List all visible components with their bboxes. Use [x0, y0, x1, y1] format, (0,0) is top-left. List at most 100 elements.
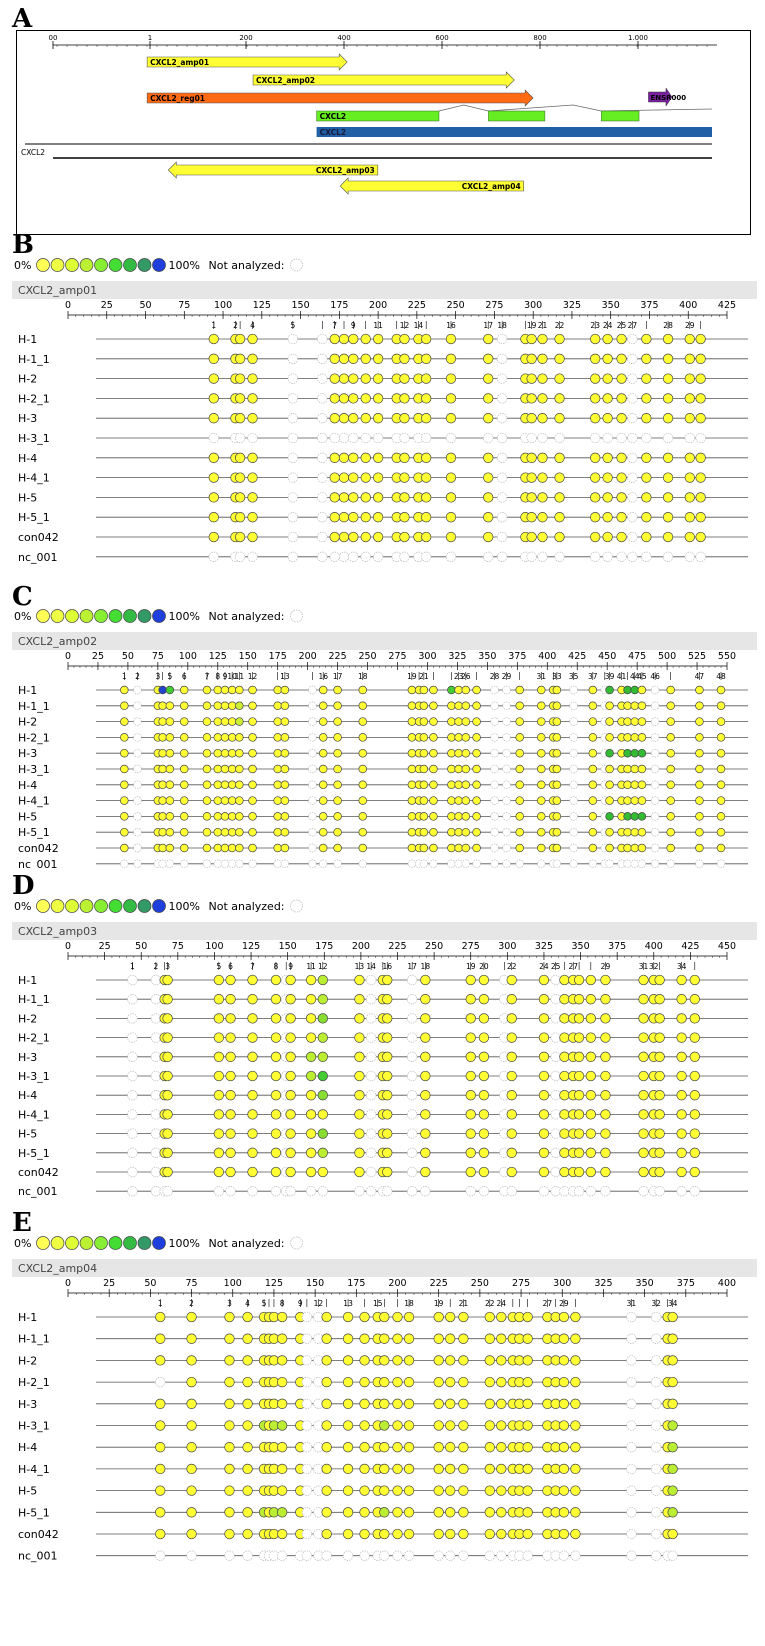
cpg-circle	[407, 685, 417, 695]
cpg-circle	[461, 843, 471, 853]
cpg-site-label: 29	[685, 321, 695, 330]
sample-row-label: H-1	[18, 684, 37, 697]
cpg-circle	[550, 974, 561, 986]
cpg-site-label: 10	[227, 672, 237, 681]
cpg-site-label: 27	[568, 962, 578, 971]
cpg-circle	[716, 780, 726, 790]
cpg-circle	[483, 413, 494, 424]
cpg-circle	[342, 1376, 354, 1388]
cpg-circle	[585, 1070, 596, 1082]
cpg-site-label: 12	[314, 1299, 324, 1308]
cpg-site-label: 33	[552, 672, 562, 681]
cpg-circle	[285, 1128, 296, 1139]
cpg-circle	[472, 717, 481, 726]
cpg-circle	[616, 492, 627, 503]
cpg-circle	[308, 748, 317, 758]
cpg-circle	[515, 717, 524, 726]
scale-tick-label: 350	[571, 941, 589, 952]
cpg-circle	[461, 717, 471, 726]
exon-label: CXCL2	[320, 112, 347, 121]
cpg-site-label: 12	[400, 321, 410, 330]
cpg-circle	[329, 551, 340, 562]
cpg-circle	[354, 1013, 365, 1024]
cpg-circle	[554, 413, 565, 424]
cpg-circle	[365, 1186, 377, 1197]
cpg-circle	[483, 452, 494, 463]
cpg-circle	[458, 1311, 469, 1323]
cpg-circle	[202, 812, 212, 821]
cpg-circle	[392, 1442, 403, 1453]
cpg-site-label: 28	[490, 672, 500, 681]
legend-swatch	[152, 609, 166, 623]
cpg-circle	[287, 413, 298, 424]
cpg-circle	[684, 531, 695, 543]
cpg-circle	[600, 1128, 611, 1139]
cpg-circle	[490, 827, 499, 837]
cpg-circle	[433, 1528, 444, 1540]
sample-row-label: H-1	[18, 1311, 37, 1324]
cpg-circle	[496, 1528, 507, 1540]
cpg-circle	[158, 748, 167, 758]
sample-row-label: H-4_1	[18, 472, 50, 485]
cpg-circle	[651, 1311, 662, 1323]
cpg-circle	[213, 974, 224, 986]
cpg-circle	[616, 512, 627, 523]
cpg-circle	[573, 1109, 585, 1120]
cpg-circle	[392, 1311, 403, 1323]
cpg-circle	[654, 1090, 665, 1101]
cpg-circle	[538, 1147, 550, 1158]
cpg-circle	[235, 796, 244, 805]
cpg-circle	[372, 492, 384, 503]
cpg-circle	[515, 812, 524, 821]
cpg-circle	[484, 1398, 495, 1409]
sample-row-label: H-1_1	[18, 700, 50, 713]
scale-tick-label: 500	[658, 651, 676, 662]
cpg-circle	[695, 551, 706, 562]
cpg-circle	[317, 1166, 328, 1178]
cpg-circle	[461, 748, 471, 758]
cpg-circle	[213, 812, 223, 821]
cpg-circle	[433, 1420, 444, 1431]
scale-tick-label: 275	[485, 300, 503, 311]
cpg-circle	[354, 1070, 365, 1082]
cpg-circle	[490, 701, 499, 711]
cpg-circle	[538, 1051, 550, 1062]
cpg-site-label: 35	[569, 672, 579, 681]
cpg-circle	[445, 472, 457, 483]
cpg-circle	[623, 796, 632, 805]
cpg-circle	[179, 701, 189, 711]
sample-row-label: H-3_1	[18, 1070, 50, 1083]
cpg-circle	[605, 685, 614, 695]
cpg-circle	[277, 1376, 288, 1388]
cpg-circle	[120, 701, 129, 711]
cpg-circle	[379, 1420, 390, 1431]
cpg-circle	[483, 333, 494, 345]
cpg-circle	[234, 373, 246, 384]
cpg-circle	[360, 413, 371, 424]
cpg-site-label: 26	[461, 672, 471, 681]
cpg-circle	[429, 827, 438, 837]
cpg-circle	[465, 1166, 476, 1178]
cpg-circle	[684, 393, 695, 404]
cpg-circle	[627, 413, 638, 424]
cpg-circle	[542, 1550, 553, 1561]
cpg-circle	[537, 780, 546, 790]
legend-swatch	[152, 1236, 166, 1250]
cpg-circle	[120, 764, 129, 774]
cpg-circle	[676, 1051, 687, 1062]
cpg-circle	[537, 717, 546, 726]
cpg-circle	[627, 432, 638, 444]
cpg-circle	[338, 551, 350, 562]
cpg-circle	[419, 796, 429, 805]
cpg-circle	[502, 685, 511, 695]
cpg-circle	[502, 812, 511, 821]
cpg-circle	[213, 685, 223, 695]
cpg-circle	[651, 1442, 662, 1453]
cpg-circle	[616, 452, 627, 463]
cpg-site-label: 14	[366, 962, 376, 971]
cpg-circle	[305, 1147, 317, 1158]
cpg-circle	[447, 764, 456, 774]
cpg-circle	[666, 812, 675, 821]
cpg-circle	[338, 531, 350, 543]
cpg-circle	[150, 1070, 162, 1082]
